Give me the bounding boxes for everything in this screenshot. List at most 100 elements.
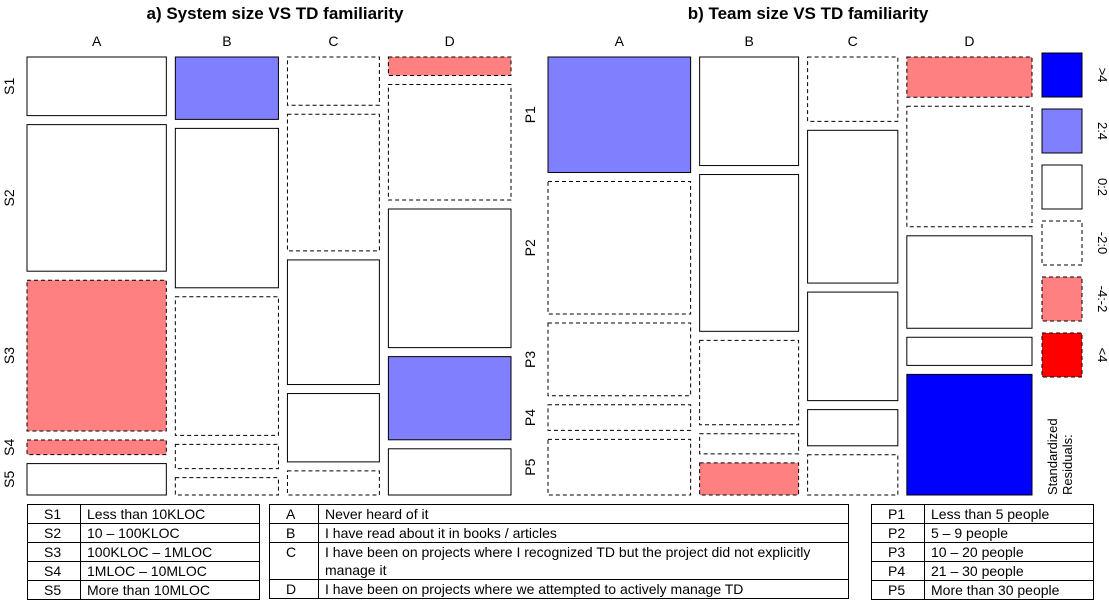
column-label-c: C — [328, 33, 338, 49]
cell-c-p4 — [807, 409, 899, 447]
familiarity-code: D — [269, 579, 319, 599]
chart-b-title: b) Team size VS TD familiarity — [688, 4, 929, 23]
team-size-row: P3 10 – 20 people — [871, 542, 1094, 562]
system-size-description: 1MLOC – 10MLOC — [80, 561, 260, 581]
cell-d-s3 — [387, 208, 512, 349]
legend-swatch-0 — [1041, 52, 1083, 98]
legend-label-4: -4:-2 — [1095, 286, 1109, 313]
system-size-row: S2 10 – 100KLOC — [27, 523, 260, 543]
cell-b-s4 — [174, 443, 279, 470]
cell-a-p4 — [547, 404, 692, 431]
system-size-table: S1 Less than 10KLOC S2 10 – 100KLOC S3 100KLO… — [27, 504, 260, 600]
cell-d-p1 — [906, 56, 1033, 98]
cell-b-p4 — [699, 433, 800, 455]
system-size-code: S3 — [27, 542, 81, 562]
column-label-b: B — [744, 33, 753, 49]
cell-c-s3 — [286, 259, 380, 386]
cell-a-p1 — [547, 56, 692, 173]
cell-c-p1 — [807, 56, 899, 122]
cell-b-p3 — [699, 339, 800, 426]
cell-a-p5 — [547, 438, 692, 496]
cell-b-p5 — [699, 462, 800, 496]
team-size-row: P2 5 – 9 people — [871, 523, 1094, 543]
cell-c-p3 — [807, 291, 899, 402]
cell-d-p3 — [906, 235, 1033, 329]
row-label-s3: S3 — [1, 347, 17, 364]
cell-c-p2 — [807, 129, 899, 284]
familiarity-table: A Never heard of it B I have read about it … — [269, 504, 849, 599]
cell-a-s5 — [26, 463, 167, 496]
legend-label-1: 2:4 — [1095, 122, 1109, 140]
team-size-code: P1 — [871, 504, 925, 524]
cell-c-p5 — [807, 454, 899, 496]
row-label-p4: P4 — [522, 409, 538, 426]
system-size-description: 10 – 100KLOC — [80, 523, 260, 543]
cell-b-s3 — [174, 296, 279, 436]
familiarity-description: Never heard of it — [318, 504, 849, 524]
column-label-d: D — [445, 33, 455, 49]
familiarity-row: A Never heard of it — [269, 504, 849, 524]
chart-a-title: a) System size VS TD familiarity — [147, 4, 405, 23]
legend-swatch-2 — [1041, 164, 1083, 210]
cell-b-p2 — [699, 174, 800, 332]
system-size-description: More than 10MLOC — [80, 580, 260, 600]
residuals-legend: Standardized Residuals: >4 2:4 0:2 -2:0 -4:-… — [1041, 52, 1109, 495]
mosaic-b: P1 P2 P3 P4 P5 A B C D — [522, 33, 1033, 496]
familiarity-description: I have read about it in books / articles — [318, 523, 849, 543]
team-size-code: P3 — [871, 542, 925, 562]
cell-b-p1 — [699, 56, 800, 167]
cell-c-s5 — [286, 470, 380, 496]
system-size-code: S1 — [27, 504, 81, 524]
system-size-row: S5 More than 10MLOC — [27, 580, 260, 600]
row-label-p3: P3 — [522, 351, 538, 368]
cell-b-s1 — [174, 56, 279, 120]
team-size-description: 10 – 20 people — [924, 542, 1094, 562]
row-label-s4: S4 — [1, 438, 17, 455]
system-size-row: S4 1MLOC – 10MLOC — [27, 561, 260, 581]
cell-c-s2 — [286, 113, 380, 252]
cell-a-s1 — [26, 56, 167, 117]
cell-d-s1 — [387, 56, 512, 76]
column-label-b: B — [222, 33, 231, 49]
mosaic-a: S1 S2 S3 S4 S5 A B C D — [1, 33, 512, 496]
column-label-c: C — [848, 33, 858, 49]
system-size-code: S5 — [27, 580, 81, 600]
row-label-s1: S1 — [1, 78, 17, 95]
legend-title-line2: Residuals: — [1060, 434, 1075, 495]
cell-d-s5 — [387, 448, 512, 496]
legend-swatch-4 — [1041, 276, 1083, 322]
legend-swatch-1 — [1041, 108, 1083, 154]
legend-swatch-5 — [1041, 332, 1083, 378]
team-size-code: P5 — [871, 580, 925, 600]
cell-b-s2 — [174, 127, 279, 289]
cell-d-p2 — [906, 105, 1033, 228]
cell-a-p3 — [547, 322, 692, 397]
legend-swatch-3 — [1041, 220, 1083, 266]
column-label-a: A — [615, 33, 625, 49]
row-label-s5: S5 — [1, 471, 17, 488]
familiarity-code: A — [269, 504, 319, 524]
legend-title-line1: Standardized — [1045, 418, 1060, 495]
familiarity-code: B — [269, 523, 319, 543]
legend-label-2: 0:2 — [1095, 178, 1109, 196]
legend-label-3: -2:0 — [1095, 232, 1109, 254]
column-label-d: D — [964, 33, 974, 49]
team-size-description: 5 – 9 people — [924, 523, 1094, 543]
cell-d-p4 — [906, 336, 1033, 366]
system-size-description: Less than 10KLOC — [80, 504, 260, 524]
system-size-row: S1 Less than 10KLOC — [27, 504, 260, 524]
familiarity-description: I have been on projects where we attempt… — [318, 579, 849, 599]
team-size-description: More than 30 people — [924, 580, 1094, 600]
cell-d-p5 — [906, 373, 1033, 496]
cell-a-s2 — [26, 124, 167, 272]
team-size-description: 21 – 30 people — [924, 561, 1094, 581]
row-label-s2: S2 — [1, 189, 17, 206]
row-label-p5: P5 — [522, 458, 538, 475]
cell-c-s4 — [286, 393, 380, 463]
cell-a-p2 — [547, 180, 692, 315]
cell-b-s5 — [174, 477, 279, 496]
